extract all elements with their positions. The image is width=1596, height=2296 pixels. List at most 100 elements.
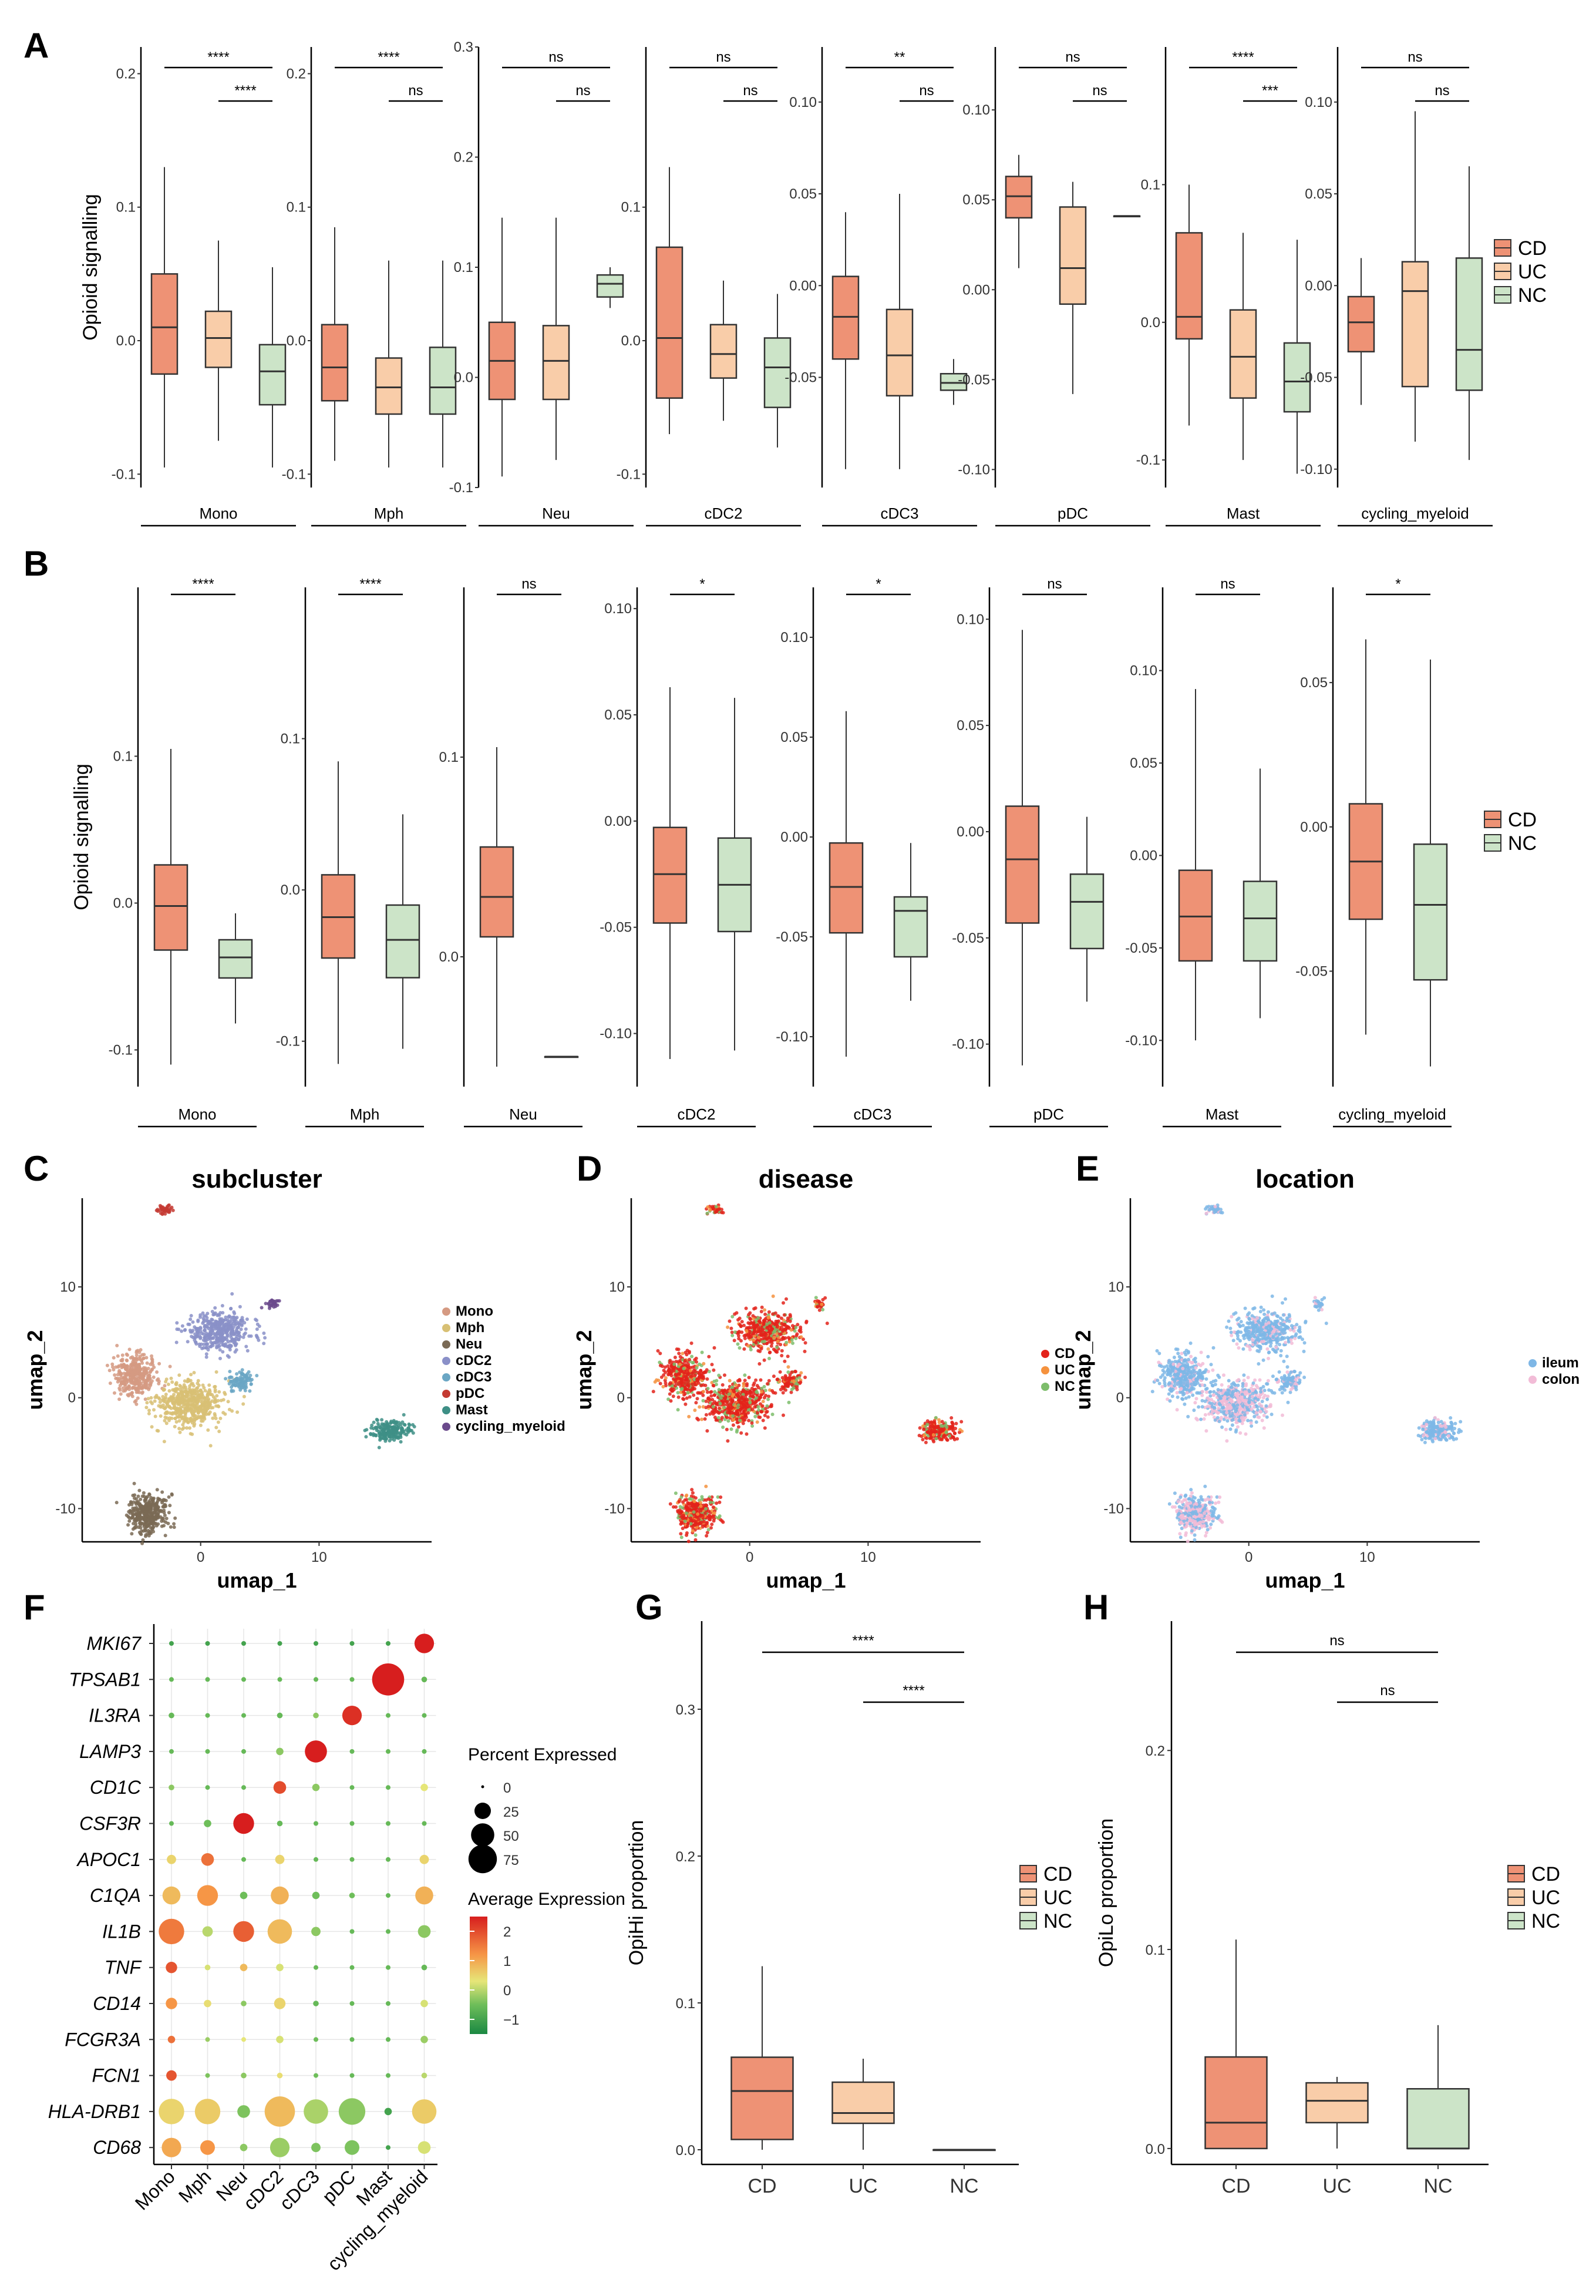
y-tick-label: 0.05 xyxy=(957,718,984,734)
umap-point xyxy=(816,1299,820,1303)
umap-point xyxy=(762,1322,766,1326)
umap-point xyxy=(780,1322,784,1326)
umap-point xyxy=(752,1381,756,1385)
umap-point xyxy=(247,1334,251,1338)
umap-point xyxy=(752,1332,756,1336)
umap-point xyxy=(939,1424,943,1428)
umap-point xyxy=(118,1388,122,1392)
umap-point xyxy=(1177,1362,1181,1366)
umap-point xyxy=(677,1352,681,1356)
umap-point xyxy=(690,1354,694,1359)
y-axis-title: Opioid signalling xyxy=(79,194,102,341)
y-tick-label: 0.1 xyxy=(113,749,133,765)
group-label: Mast xyxy=(1227,505,1260,522)
umap-point xyxy=(205,1316,209,1320)
umap-point xyxy=(678,1354,682,1359)
umap-point xyxy=(1161,1369,1165,1373)
panel-letter-g: G xyxy=(635,1588,663,1627)
umap-point xyxy=(369,1426,373,1430)
umap-point xyxy=(149,1502,153,1507)
umap-point xyxy=(760,1390,763,1394)
umap-point xyxy=(120,1357,124,1362)
umap-point xyxy=(687,1414,691,1418)
umap-point xyxy=(784,1297,788,1301)
umap-point xyxy=(192,1371,196,1374)
umap-point xyxy=(681,1506,685,1510)
y-tick-label: 0.0 xyxy=(113,896,133,912)
umap-point xyxy=(1175,1391,1179,1395)
umap-point xyxy=(243,1331,247,1335)
significance-label: **** xyxy=(192,576,214,592)
umap-point xyxy=(720,1410,725,1414)
umap-point xyxy=(147,1379,151,1383)
group-label: cycling_myeloid xyxy=(1361,505,1469,522)
umap-point xyxy=(759,1410,763,1414)
y-tick-label: 10 xyxy=(609,1279,625,1295)
umap-point xyxy=(689,1341,693,1345)
umap-point xyxy=(701,1393,705,1397)
umap-point xyxy=(163,1505,167,1509)
y-tick-label: 0.10 xyxy=(789,95,817,110)
umap-point xyxy=(171,1395,175,1399)
umap-point xyxy=(692,1393,696,1397)
umap-point xyxy=(175,1327,179,1331)
umap-point xyxy=(129,1377,133,1381)
umap-point xyxy=(700,1497,704,1501)
umap-point xyxy=(794,1334,799,1338)
umap-point xyxy=(159,1515,163,1519)
umap-point xyxy=(821,1297,825,1302)
umap-point xyxy=(190,1410,194,1414)
x-tick-label: 10 xyxy=(311,1549,327,1565)
umap-point xyxy=(1191,1393,1195,1397)
umap-point xyxy=(113,1391,116,1395)
umap-point xyxy=(149,1531,153,1535)
umap-point xyxy=(712,1379,716,1383)
umap-point xyxy=(731,1418,735,1422)
umap-point xyxy=(127,1347,132,1352)
umap-point xyxy=(216,1321,220,1325)
umap-point xyxy=(244,1386,248,1390)
umap-point xyxy=(111,1365,115,1369)
umap-point xyxy=(799,1325,803,1329)
box-iqr xyxy=(153,864,188,951)
y-axis-title: umap_2 xyxy=(23,1330,47,1410)
umap-point xyxy=(700,1350,704,1354)
umap-point xyxy=(751,1394,755,1399)
legend-label: UC xyxy=(1518,261,1547,283)
umap-point xyxy=(726,1439,730,1443)
umap-point xyxy=(234,1319,238,1323)
umap-point xyxy=(683,1379,687,1383)
umap-point xyxy=(693,1533,698,1537)
box-cd xyxy=(829,711,864,1057)
umap-point xyxy=(726,1419,730,1423)
y-tick-label: -0.1 xyxy=(109,1043,133,1058)
box-cd xyxy=(1178,689,1213,1041)
umap-point xyxy=(231,1315,235,1319)
umap-point xyxy=(762,1384,766,1389)
umap-point xyxy=(122,1389,126,1393)
umap-point xyxy=(688,1357,691,1362)
umap-point xyxy=(730,1333,735,1337)
y-tick-label: 10 xyxy=(1108,1279,1124,1295)
group-label: pDC xyxy=(1033,1105,1064,1123)
umap-point xyxy=(766,1347,770,1351)
umap-point xyxy=(669,1399,673,1403)
umap-point xyxy=(928,1432,932,1436)
umap-point xyxy=(127,1516,132,1520)
umap-point xyxy=(227,1315,231,1319)
umap-point xyxy=(147,1411,151,1416)
umap-point xyxy=(918,1426,922,1430)
umap-point xyxy=(718,1406,722,1410)
legend-label: pDC xyxy=(456,1386,484,1401)
box-iqr xyxy=(1005,805,1040,924)
umap-point xyxy=(126,1386,130,1390)
umap-point xyxy=(932,1440,936,1444)
umap-point xyxy=(695,1366,699,1370)
umap-point xyxy=(663,1365,667,1369)
umap-point xyxy=(1188,1388,1193,1392)
umap-point xyxy=(184,1402,188,1406)
umap-point xyxy=(954,1421,958,1426)
umap-point xyxy=(197,1327,201,1331)
umap-point xyxy=(227,1407,231,1411)
box-cd xyxy=(150,167,179,468)
